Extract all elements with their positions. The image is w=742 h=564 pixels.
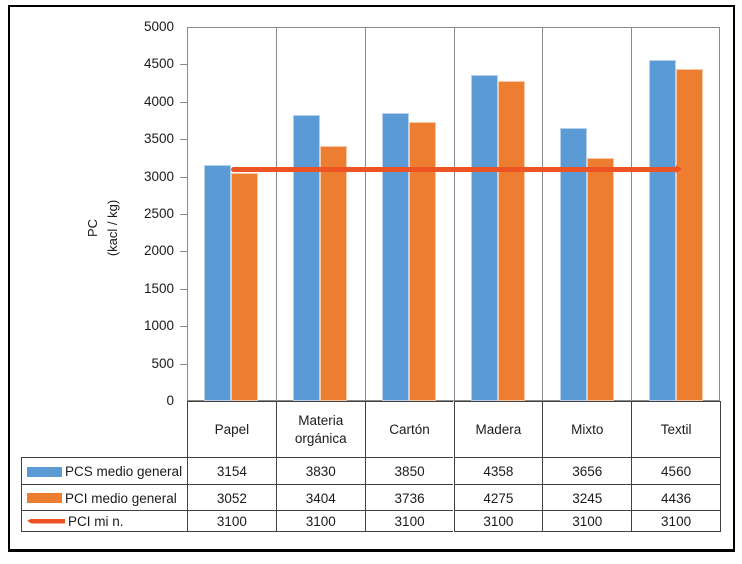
outer-border [8, 5, 735, 552]
legend-bar-swatch [27, 466, 62, 477]
y-axis-tick-mark [180, 176, 187, 178]
table-value-r0-c2: 3850 [364, 457, 454, 485]
legend-label-1: PCI medio general [65, 490, 177, 506]
table-value-r0-c5: 4560 [631, 457, 721, 485]
legend-bar-swatch [27, 493, 62, 503]
category-label-4: Mixto [542, 401, 632, 457]
table-value-r0-c3: 4358 [453, 457, 543, 485]
legend-item-0: PCS medio general [21, 457, 187, 485]
table-value-r1-c1: 3404 [275, 484, 365, 511]
table-value-r1-c2: 3736 [364, 484, 454, 511]
y-axis-tick-label: 500 [151, 355, 174, 371]
category-separator-line [275, 27, 277, 401]
legend-label-0: PCS medio general [65, 464, 183, 479]
category-separator-line [542, 27, 544, 401]
category-label-1: Materia orgánica [275, 401, 365, 457]
y-axis-tick-label: 5000 [143, 19, 174, 34]
y-axis-tick-mark [180, 101, 187, 103]
pci-min-line-end-arrow [675, 165, 682, 174]
table-value-r2-c3: 3100 [453, 510, 543, 532]
legend-item-2: PCI mi n. [21, 510, 187, 532]
category-label-0: Papel [187, 401, 276, 457]
y-axis-tick-mark [180, 288, 187, 290]
y-axis-tick-label: 3000 [143, 168, 174, 184]
table-value-r0-c0: 3154 [187, 457, 276, 485]
y-axis-tick-mark [180, 363, 187, 365]
table-value-r1-c0: 3052 [187, 484, 276, 511]
bar-pcs-4 [559, 127, 587, 401]
y-axis-tick-label: 4000 [143, 93, 174, 109]
bar-pci-1 [320, 146, 348, 401]
table-value-r1-c4: 3245 [542, 484, 632, 511]
y-axis-tick-label: 4500 [143, 56, 174, 72]
category-separator-line [453, 27, 455, 401]
y-axis-tick-label: 0 [166, 393, 174, 408]
pci-min-line [231, 166, 676, 172]
table-value-r1-c3: 4275 [453, 484, 543, 511]
table-value-r1-c5: 4436 [631, 484, 721, 511]
bar-pci-2 [409, 121, 437, 401]
table-value-r2-c0: 3100 [187, 510, 276, 532]
y-axis-tick-label: 2000 [143, 243, 174, 259]
y-axis-tick-label: 3500 [143, 131, 174, 147]
bar-pcs-1 [293, 114, 321, 401]
table-value-r0-c1: 3830 [275, 457, 365, 485]
y-axis-tick-label: 1500 [143, 280, 174, 296]
table-value-r2-c5: 3100 [631, 510, 721, 532]
bar-pcs-0 [204, 165, 232, 401]
y-axis-tick-mark [180, 251, 187, 253]
y-axis-tick-mark [180, 214, 187, 215]
table-value-r0-c4: 3656 [542, 457, 632, 485]
category-label-2: Cartón [364, 401, 454, 457]
y-axis-tick-mark [180, 326, 187, 328]
bar-pci-5 [675, 69, 703, 401]
legend-label-2: PCI mi n. [68, 513, 124, 529]
category-label-5: Textil [631, 401, 721, 457]
y-axis-tick-mark [180, 64, 187, 66]
table-value-r2-c2: 3100 [364, 510, 454, 532]
bar-pci-0 [231, 172, 259, 401]
y-axis-tick-label: 1000 [143, 318, 174, 334]
bar-pcs-5 [648, 59, 676, 401]
table-value-r2-c4: 3100 [542, 510, 632, 532]
legend-item-1: PCI medio general [21, 484, 187, 511]
y-axis-tick-label: 2500 [143, 206, 174, 221]
bar-pcs-3 [470, 75, 498, 401]
category-separator-line [631, 27, 633, 401]
category-label-3: Madera [453, 401, 543, 457]
table-value-r2-c1: 3100 [275, 510, 365, 532]
y-axis-tick-mark [180, 139, 187, 141]
bar-pci-3 [497, 81, 525, 401]
legend-line-swatch [27, 518, 65, 524]
category-separator-line [364, 27, 366, 401]
bar-pci-4 [586, 158, 614, 401]
bar-pcs-2 [382, 113, 410, 401]
